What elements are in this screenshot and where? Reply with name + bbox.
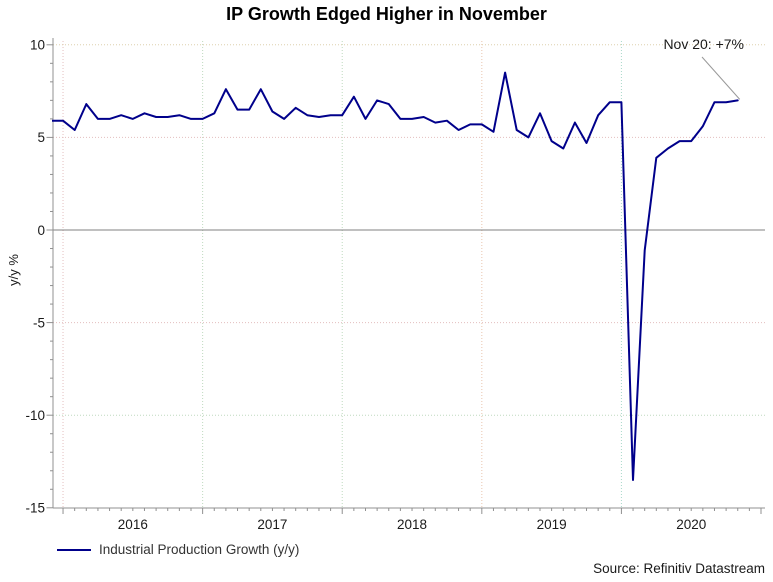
y-tick-label: 10 <box>30 38 45 53</box>
x-tick-label: 2020 <box>676 517 706 532</box>
source-credit: Source: Refinitiv Datastream <box>593 561 765 576</box>
y-tick-label: 5 <box>37 130 45 145</box>
axes <box>46 38 765 514</box>
legend-line-swatch <box>57 548 91 551</box>
gridlines <box>53 41 765 508</box>
y-tick-label: -10 <box>25 408 45 423</box>
annotation-label: Nov 20: +7% <box>663 36 744 52</box>
axis-labels: 10 5 0 -5 -10 -15 2016 2017 2018 2019 2020 <box>25 38 706 532</box>
y-tick-label: 0 <box>37 223 45 238</box>
chart-title: IP Growth Edged Higher in November <box>226 4 547 24</box>
x-tick-label: 2019 <box>537 517 567 532</box>
legend: Industrial Production Growth (y/y) <box>57 542 299 557</box>
series-line-industrial-production <box>52 71 739 481</box>
annotation-connector <box>701 56 741 100</box>
y-tick-label: -15 <box>25 501 45 516</box>
y-axis-title: y/y % <box>6 254 21 286</box>
x-tick-label: 2018 <box>397 517 427 532</box>
y-tick-label: -5 <box>33 315 45 330</box>
x-tick-label: 2017 <box>257 517 287 532</box>
x-tick-label: 2016 <box>118 517 148 532</box>
legend-label: Industrial Production Growth (y/y) <box>99 542 300 557</box>
